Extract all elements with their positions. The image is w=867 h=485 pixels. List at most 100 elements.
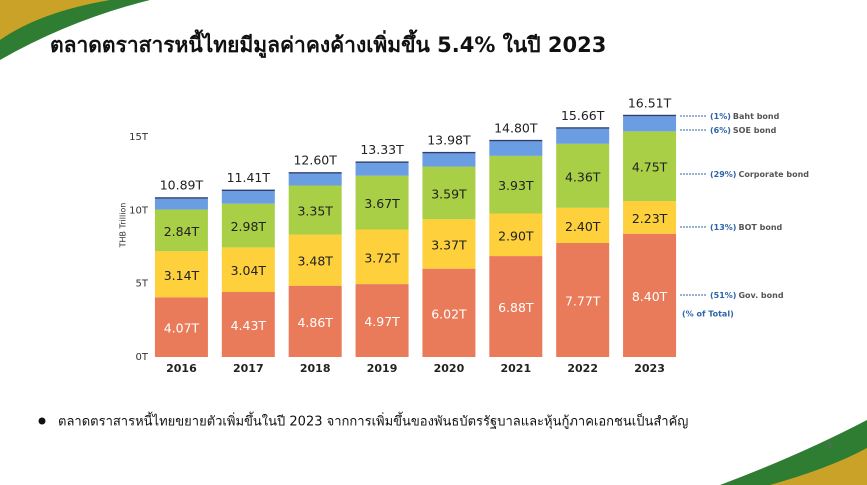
bar-segment	[355, 161, 409, 163]
bar-segment	[489, 155, 543, 214]
legend-name: BOT bond	[738, 223, 782, 232]
x-tick-label: 2021	[501, 362, 532, 375]
value-label: 6.02T	[431, 306, 467, 321]
value-label: 4.43T	[231, 318, 267, 333]
bar-segment	[154, 198, 208, 210]
bar-segment	[623, 116, 677, 132]
bar-segment	[422, 268, 476, 357]
legend-share: (51%)	[710, 291, 736, 300]
total-label: 11.41T	[227, 170, 271, 185]
value-label: 2.23T	[632, 211, 668, 226]
value-label: 4.07T	[164, 321, 200, 336]
bar-segment	[556, 128, 610, 144]
legend-share: (13%)	[710, 223, 736, 232]
bar-segment	[154, 251, 208, 298]
total-label: 16.51T	[628, 95, 672, 110]
x-tick-label: 2020	[434, 362, 465, 375]
bar-segment	[422, 166, 476, 220]
legend-share: (29%)	[710, 170, 736, 179]
x-tick-label: 2017	[233, 362, 264, 375]
y-tick-label: 5T	[136, 279, 149, 290]
total-label: 10.89T	[160, 178, 204, 193]
bar-segment	[623, 114, 677, 117]
value-label: 7.77T	[565, 294, 601, 309]
bar-segment	[221, 189, 275, 192]
value-label: 2.90T	[498, 228, 534, 243]
total-label: 12.60T	[293, 153, 337, 168]
y-axis-label: THB Trillion	[119, 203, 128, 249]
legend-entry: (13%) BOT bond	[710, 223, 783, 232]
legend-entry: (6%) SOE bond	[710, 126, 777, 135]
legend-share: (6%)	[710, 126, 731, 135]
bar-segment	[221, 191, 275, 204]
bar-segment	[221, 247, 275, 293]
bar-segment	[623, 201, 677, 234]
value-label: 4.36T	[565, 169, 601, 184]
bar-segment	[288, 234, 342, 286]
bullet-dot	[38, 417, 46, 425]
value-label: 8.40T	[632, 289, 668, 304]
value-label: 3.48T	[297, 254, 333, 269]
page-number: 3	[826, 442, 832, 452]
bar-segment	[556, 243, 610, 357]
legend-name: Gov. bond	[738, 291, 783, 300]
bar-segment	[154, 197, 208, 199]
y-tick-label: 10T	[129, 205, 149, 216]
value-label: 3.14T	[164, 268, 200, 283]
value-label: 3.67T	[364, 196, 400, 211]
x-tick-label: 2023	[634, 362, 665, 375]
bar-segment	[556, 127, 610, 129]
bar-segment	[422, 151, 476, 154]
bar-segment	[288, 172, 342, 174]
share-note: (% of Total)	[682, 310, 734, 319]
bar-segment	[154, 297, 208, 357]
value-label: 4.75T	[632, 160, 668, 175]
legend-name: Baht bond	[733, 112, 780, 121]
legend-share: (1%)	[710, 112, 731, 121]
x-tick-label: 2018	[300, 362, 331, 375]
x-tick-label: 2016	[166, 362, 197, 375]
value-label: 3.37T	[431, 237, 467, 252]
value-label: 3.04T	[231, 263, 267, 278]
bar-segment	[422, 219, 476, 269]
bar-segment	[355, 175, 409, 230]
bar-segment	[489, 213, 543, 257]
bar-segment	[288, 185, 342, 235]
total-label: 13.98T	[427, 132, 471, 147]
x-tick-label: 2019	[367, 362, 398, 375]
bar-segment	[623, 233, 677, 357]
bar-segment	[489, 256, 543, 357]
value-label: 6.88T	[498, 300, 534, 315]
value-label: 2.98T	[231, 219, 267, 234]
bar-segment	[288, 173, 342, 186]
value-label: 2.40T	[565, 219, 601, 234]
bar-segment	[422, 153, 476, 167]
bar-segment	[355, 162, 409, 176]
bar-segment	[154, 209, 208, 252]
bar-segment	[489, 139, 543, 142]
bar-segment	[221, 203, 275, 248]
bar-segment	[355, 229, 409, 285]
bar-segment	[355, 284, 409, 357]
total-label: 15.66T	[561, 108, 605, 123]
value-label: 4.97T	[364, 314, 400, 329]
bar-segment	[489, 141, 543, 156]
y-tick-label: 0T	[136, 352, 149, 363]
bar-segment	[288, 285, 342, 357]
bullet-text: ตลาดตราสารหนี้ไทยขยายตัวเพิ่มขึ้นในปี 20…	[58, 412, 688, 430]
x-tick-label: 2022	[567, 362, 598, 375]
corner-leaf	[770, 448, 867, 485]
value-label: 3.59T	[431, 186, 467, 201]
legend-entry: (51%) Gov. bond	[710, 291, 784, 300]
corner-leaf	[0, 0, 110, 40]
value-label: 4.86T	[297, 315, 333, 330]
value-label: 3.93T	[498, 178, 534, 193]
slide-title: ตลาดตราสารหนี้ไทยมีมูลค่าคงค้างเพิ่มขึ้น…	[50, 29, 606, 59]
legend-entry: (1%) Baht bond	[710, 112, 780, 121]
bar-segment	[221, 292, 275, 357]
legend-entry: (29%) Corporate bond	[710, 170, 809, 179]
value-label: 3.72T	[364, 250, 400, 265]
bar-segment	[623, 131, 677, 202]
bar-segment	[556, 143, 610, 208]
